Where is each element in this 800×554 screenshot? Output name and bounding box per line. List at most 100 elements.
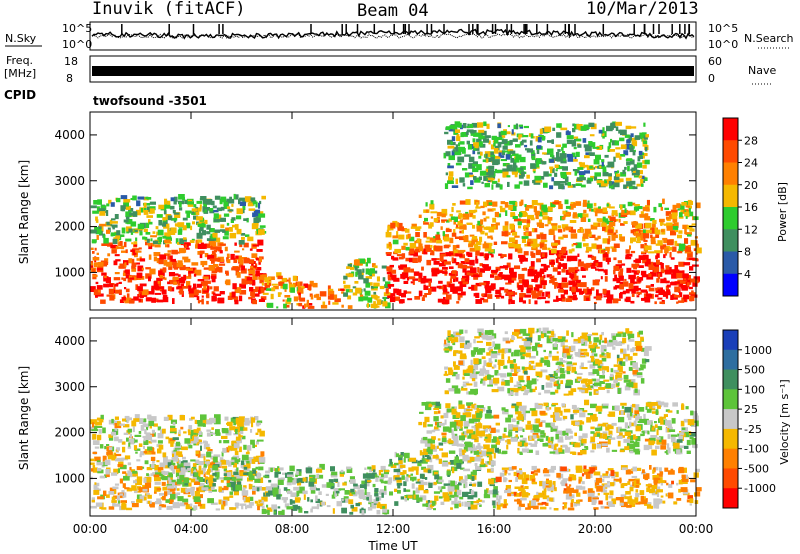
heatmap-cell [194,459,200,464]
heatmap-cell [666,482,669,486]
heatmap-cell [436,239,443,244]
heatmap-cell [536,258,541,263]
heatmap-cell [540,239,548,243]
heatmap-cell [251,253,258,258]
heatmap-cell [233,433,239,436]
heatmap-cell [153,252,161,257]
heatmap-cell [531,410,538,417]
heatmap-cell [613,478,620,481]
heatmap-cell [355,287,362,294]
heatmap-cell [106,203,110,207]
heatmap-cell [544,126,552,133]
heatmap-cell [435,258,440,261]
heatmap-cell [467,172,473,175]
heatmap-cell [595,208,603,212]
heatmap-cell [389,296,396,303]
heatmap-cell [252,490,256,495]
heatmap-cell [235,255,239,259]
heatmap-cell [255,216,261,222]
heatmap-cell [689,228,695,232]
heatmap-cell [674,240,678,246]
heatmap-cell [463,213,470,217]
heatmap-cell [246,460,250,464]
heatmap-cell [481,500,485,503]
heatmap-cell [507,291,514,296]
heatmap-cell [527,268,534,275]
heatmap-cell [600,180,608,187]
heatmap-cell [563,227,566,232]
heatmap-cell [643,229,647,236]
heatmap-cell [561,151,565,155]
heatmap-cell [130,469,136,473]
heatmap-cell [408,467,414,472]
heatmap-cell [603,290,611,295]
heatmap-cell [646,487,651,493]
heatmap-cell [662,269,666,273]
heatmap-cell [559,258,564,261]
heatmap-cell [145,432,151,436]
heatmap-cell [182,197,185,201]
heatmap-cell [580,213,583,218]
heatmap-cell [371,288,378,291]
heatmap-cell [238,446,242,453]
heatmap-cell [550,465,556,470]
heatmap-cell [622,290,630,294]
heatmap-cell [258,499,263,503]
heatmap-cell [138,290,143,297]
heatmap-cell [526,174,530,179]
heatmap-cell [631,293,635,297]
heatmap-cell [202,418,206,425]
heatmap-cell [645,285,651,288]
heatmap-cell [561,247,566,253]
heatmap-cell [353,259,360,266]
heatmap-cell [401,475,405,480]
heatmap-cell [495,222,500,226]
heatmap-cell [229,507,237,510]
heatmap-cell [465,412,472,418]
heatmap-cell [189,293,194,298]
heatmap-cell [139,418,143,424]
heatmap-cell [147,446,153,451]
heatmap-cell [593,416,598,422]
heatmap-cell [545,435,549,441]
heatmap-cell [501,254,507,257]
heatmap-cell [501,139,508,144]
heatmap-cell [684,228,687,235]
heatmap-cell [350,266,355,270]
heatmap-cell [252,469,256,474]
heatmap-cell [564,182,570,186]
heatmap-cell [433,508,436,511]
heatmap-cell [456,463,462,469]
heatmap-cell [467,252,473,257]
heatmap-cell [343,275,348,280]
colorbar-swatch [723,229,738,252]
heatmap-cell [582,288,588,294]
heatmap-cell [411,223,417,227]
heatmap-cell [394,451,397,458]
heatmap-cell [621,501,628,508]
heatmap-cell [402,470,407,475]
heatmap-cell [678,230,683,234]
heatmap-cell [570,229,576,233]
heatmap-cell [539,222,544,228]
heatmap-cell [94,425,98,432]
heatmap-cell [218,486,222,492]
heatmap-cell [162,428,166,434]
heatmap-cell [244,257,250,260]
heatmap-cell [631,499,638,503]
heatmap-cell [290,500,296,504]
heatmap-cell [654,301,657,305]
heatmap-cell [400,496,404,500]
heatmap-cell [682,224,689,229]
heatmap-cell [385,302,391,309]
heatmap-cell [449,494,455,498]
heatmap-cell [399,300,404,304]
heatmap-cell [196,283,202,288]
heatmap-cell [693,445,698,449]
heatmap-cell [400,452,404,457]
heatmap-cell [641,251,645,254]
heatmap-cell [118,281,122,284]
heatmap-cell [237,421,244,427]
heatmap-cell [119,493,123,496]
heatmap-cell [339,288,345,291]
